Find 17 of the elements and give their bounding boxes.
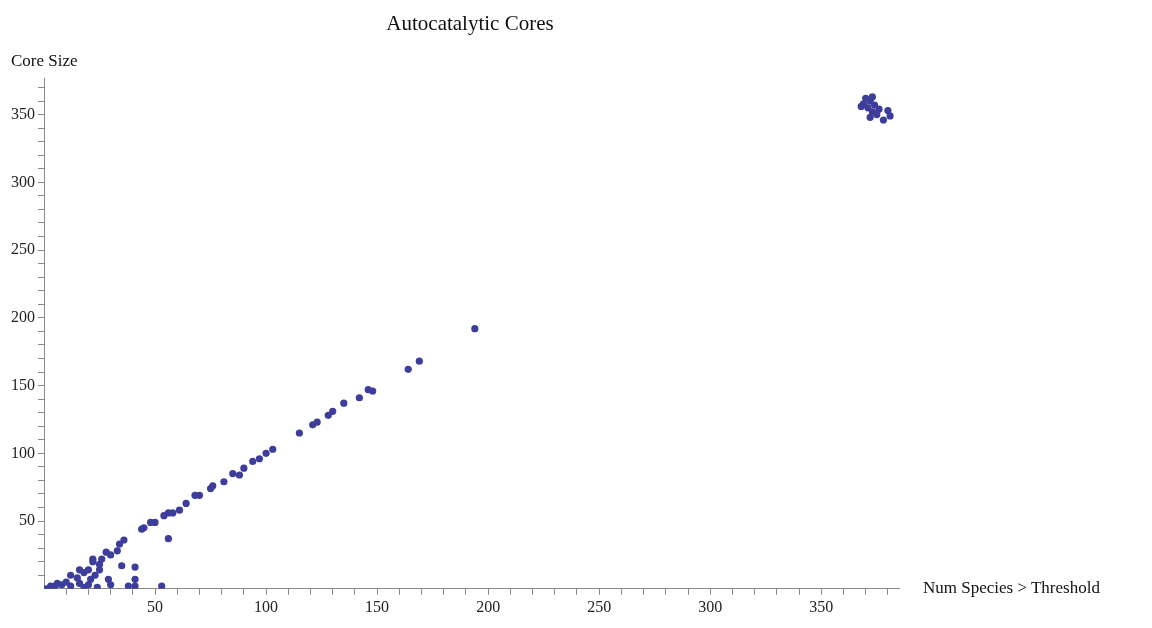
chart-title: Autocatalytic Cores <box>386 11 554 36</box>
x-axis-title: Num Species > Threshold <box>923 578 1101 598</box>
y-tick-label: 250 <box>11 240 35 258</box>
x-tick-label: 200 <box>476 597 501 615</box>
x-tick-label: 150 <box>365 597 390 615</box>
x-tick-label: 350 <box>809 597 834 615</box>
x-tick-label: 300 <box>698 597 723 615</box>
y-tick-label: 350 <box>11 104 35 122</box>
y-tick-label: 50 <box>19 511 35 529</box>
x-tick-label: 100 <box>254 597 279 615</box>
x-tick-label: 250 <box>587 597 612 615</box>
y-axis-title: Core Size <box>11 50 78 70</box>
y-tick-label: 150 <box>11 375 35 393</box>
x-tick-label: 50 <box>147 597 164 615</box>
y-tick-label: 100 <box>11 443 35 461</box>
y-tick-label: 200 <box>11 308 35 326</box>
y-tick-label: 300 <box>11 172 35 190</box>
